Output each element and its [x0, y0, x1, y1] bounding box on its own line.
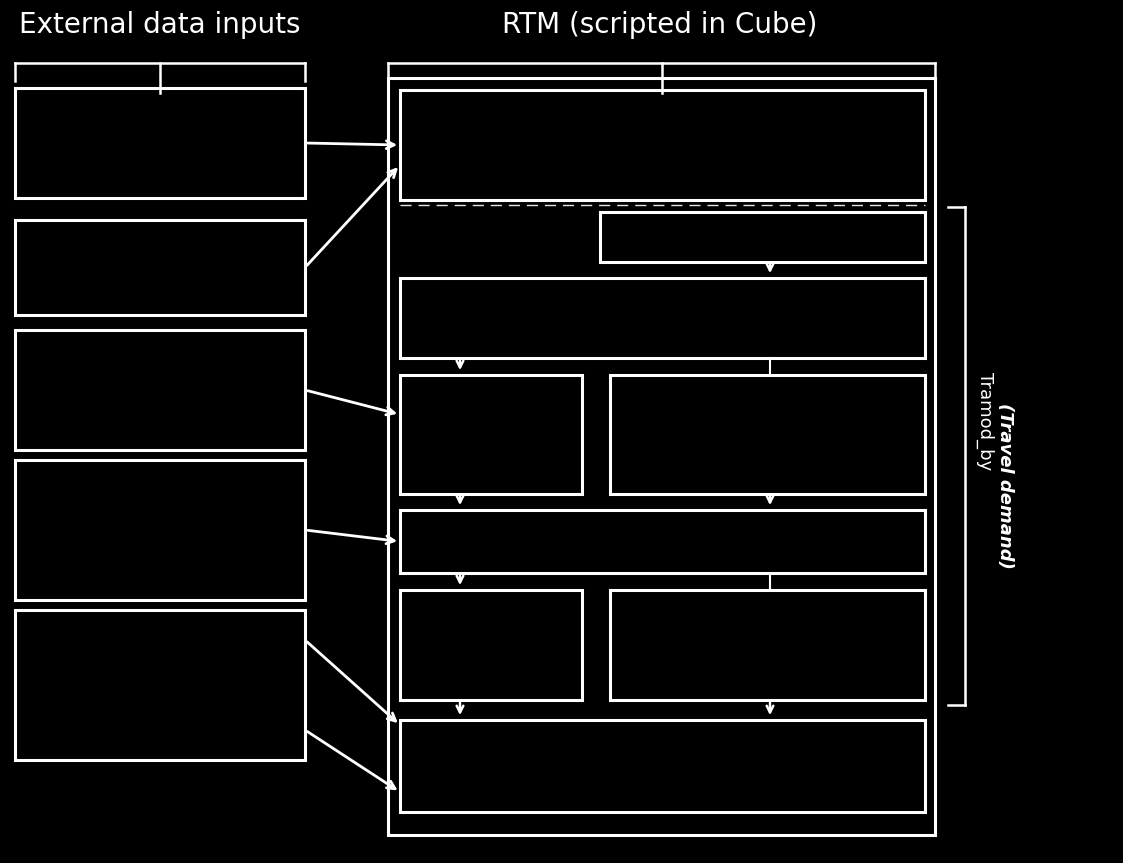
Text: External data inputs: External data inputs [19, 11, 301, 39]
Bar [400, 720, 925, 812]
Bar [400, 590, 582, 700]
Bar [610, 375, 925, 494]
Bar [610, 590, 925, 700]
Bar [15, 330, 305, 450]
Text: RTM (scripted in Cube): RTM (scripted in Cube) [502, 11, 818, 39]
Bar [400, 278, 925, 358]
Bar [600, 212, 925, 262]
Text: (Travel demand): (Travel demand) [996, 403, 1014, 569]
Bar [400, 90, 925, 200]
Bar [389, 78, 935, 835]
Bar [15, 220, 305, 315]
Bar [15, 88, 305, 198]
Bar [400, 510, 925, 573]
Bar [400, 375, 582, 494]
Text: Tramod_by: Tramod_by [976, 372, 994, 470]
Bar [15, 610, 305, 760]
Bar [15, 460, 305, 600]
